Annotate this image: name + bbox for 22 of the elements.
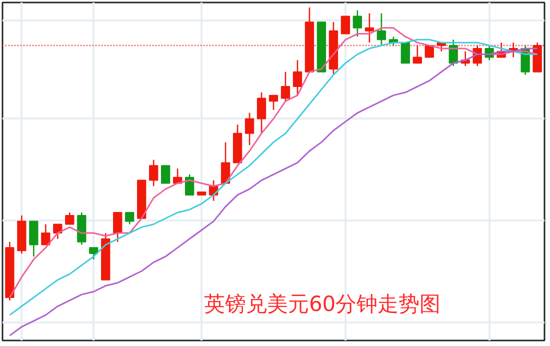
candlestick	[161, 165, 170, 184]
candlestick	[292, 60, 302, 96]
candlestick	[149, 159, 158, 187]
candlestick	[113, 212, 122, 242]
candlestick	[268, 94, 278, 111]
candlestick	[376, 12, 386, 46]
candlestick	[125, 212, 134, 225]
candlestick	[256, 92, 266, 134]
candlestick	[53, 224, 62, 240]
candlestick	[41, 224, 50, 246]
candlestick	[65, 212, 74, 225]
candlestick	[340, 16, 350, 34]
candlestick	[400, 42, 410, 64]
candlestick	[29, 220, 38, 258]
text: 英镑兑美元60分钟走势图	[204, 292, 441, 316]
candlestick	[412, 44, 422, 64]
candlestick	[184, 174, 194, 196]
candlestick	[364, 12, 374, 44]
candlestick	[352, 10, 362, 38]
candlestick	[89, 247, 98, 260]
candlestick	[244, 112, 254, 146]
candlestick	[280, 71, 290, 102]
